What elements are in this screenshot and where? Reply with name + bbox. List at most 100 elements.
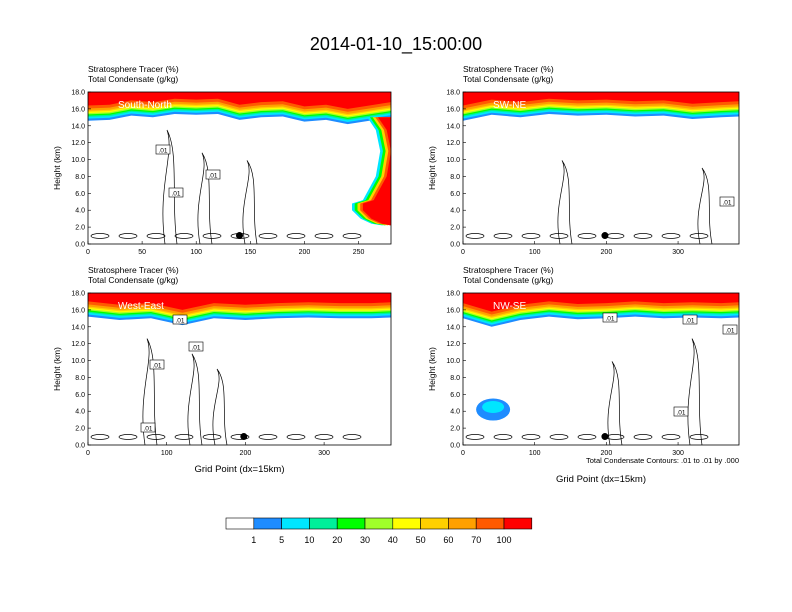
contour-label-text: .01 <box>685 318 694 325</box>
y-tick-label: 2.0 <box>75 225 85 232</box>
contour <box>162 129 178 244</box>
y-tick-label: 10.0 <box>446 358 460 365</box>
contour <box>661 233 681 239</box>
contour <box>174 434 194 440</box>
contour <box>118 233 138 239</box>
panel-header-line1: Stratosphere Tracer (%) <box>88 265 179 275</box>
colorbar-swatch <box>475 517 505 530</box>
panel-1: .01 SW-NE Stratosphere Tracer (%)Total Con… <box>427 64 740 256</box>
y-tick-label: 6.0 <box>450 191 460 198</box>
y-tick-label: 16.0 <box>71 307 85 314</box>
contour-footnote: Total Condensate Contours: .01 to .01 by… <box>586 456 739 465</box>
x-tick-label: 0 <box>461 450 465 457</box>
panel-header-line1: Stratosphere Tracer (%) <box>463 64 554 74</box>
x-tick-label: 300 <box>318 450 330 457</box>
contour-label: .01 <box>722 324 738 335</box>
panel-header-line1: Stratosphere Tracer (%) <box>463 265 554 275</box>
y-tick-label: 16.0 <box>71 106 85 113</box>
x-tick-label: 50 <box>138 249 146 256</box>
colorbar-tick-label: 50 <box>416 535 426 545</box>
contour <box>521 434 541 440</box>
y-axis-label: Height (km) <box>427 146 437 190</box>
y-tick-label: 8.0 <box>450 174 460 181</box>
contour-label-text: .01 <box>725 328 734 335</box>
contour <box>661 434 681 440</box>
contour-label-text: .01 <box>191 345 200 352</box>
y-tick-label: 14.0 <box>71 123 85 130</box>
tracer-band-10 <box>88 293 391 310</box>
contour <box>90 233 110 239</box>
x-tick-label: 200 <box>601 450 613 457</box>
contour <box>90 434 110 440</box>
plot-area: .01 .01 .01 .01 West-East <box>88 293 391 445</box>
x-tick-label: 100 <box>161 450 173 457</box>
y-tick-label: 18.0 <box>71 291 85 298</box>
contour-label-text: .01 <box>175 318 184 325</box>
y-axis-label: Height (km) <box>52 146 62 190</box>
colorbar-tick-label: 100 <box>496 535 511 545</box>
y-tick-label: 0.0 <box>450 242 460 249</box>
condensate-contours <box>465 160 713 244</box>
y-tick-label: 4.0 <box>450 409 460 416</box>
colorbar-tick-label: 1 <box>251 535 256 545</box>
panel-label: West-East <box>118 301 164 312</box>
y-tick-label: 10.0 <box>71 358 85 365</box>
x-axis-label: Grid Point (dx=15km) <box>194 464 284 475</box>
tracer-band-10 <box>463 92 739 106</box>
contour <box>146 233 166 239</box>
colorbar-swatch <box>420 517 449 530</box>
contour <box>314 434 334 440</box>
x-tick-label: 200 <box>240 450 252 457</box>
contour-label: .01 <box>149 359 165 370</box>
contour <box>689 434 709 440</box>
x-tick-label: 200 <box>601 249 613 256</box>
contour <box>202 233 222 239</box>
y-tick-label: 0.0 <box>450 443 460 450</box>
contour <box>242 160 258 244</box>
x-tick-label: 300 <box>672 249 684 256</box>
tracer-band-10 <box>88 92 391 109</box>
y-tick-label: 0.0 <box>75 242 85 249</box>
tracer-band-10 <box>463 293 739 312</box>
x-tick-label: 250 <box>353 249 365 256</box>
y-tick-label: 8.0 <box>450 375 460 382</box>
x-tick-label: 0 <box>86 249 90 256</box>
y-tick-label: 14.0 <box>71 324 85 331</box>
x-tick-label: 0 <box>86 450 90 457</box>
colorbar-swatch <box>336 517 366 530</box>
colorbar-swatch <box>503 517 533 530</box>
y-tick-label: 4.0 <box>75 409 85 416</box>
y-tick-label: 12.0 <box>446 341 460 348</box>
contour-label: .01 <box>205 169 221 180</box>
contour <box>549 434 569 440</box>
y-tick-label: 18.0 <box>71 90 85 97</box>
y-tick-label: 4.0 <box>450 208 460 215</box>
plot-frame <box>462 292 740 446</box>
x-tick-label: 150 <box>244 249 256 256</box>
colorbar-swatch <box>448 517 477 530</box>
panel-2: .01 .01 .01 .01 West-East Stratosphere Tracer… <box>52 265 392 475</box>
figure-title: 2014-01-10_15:00:00 <box>310 34 482 55</box>
plot-area: .01 .01 .01 South-North <box>88 92 391 244</box>
contour-label-text: .01 <box>158 148 167 155</box>
panels: .01 .01 .01 South-North Stratosphere Tracer … <box>52 64 740 485</box>
contour <box>197 152 213 244</box>
panel-header-line1: Stratosphere Tracer (%) <box>88 64 179 74</box>
contour <box>493 434 513 440</box>
contour <box>342 233 362 239</box>
contour <box>202 434 222 440</box>
plot-frame <box>87 292 392 446</box>
plot-area: .01 .01 .01 .01 NW-SE <box>463 293 739 445</box>
plot-area: .01 SW-NE <box>463 92 739 244</box>
colorbar-tick-label: 20 <box>332 535 342 545</box>
contour-label: .01 <box>155 144 171 155</box>
y-tick-label: 0.0 <box>75 443 85 450</box>
y-tick-label: 12.0 <box>71 140 85 147</box>
contour-label: .01 <box>673 406 689 417</box>
y-tick-label: 16.0 <box>446 307 460 314</box>
y-tick-label: 8.0 <box>75 174 85 181</box>
y-tick-label: 6.0 <box>75 191 85 198</box>
contour <box>342 434 362 440</box>
contour-label-text: .01 <box>605 316 614 323</box>
